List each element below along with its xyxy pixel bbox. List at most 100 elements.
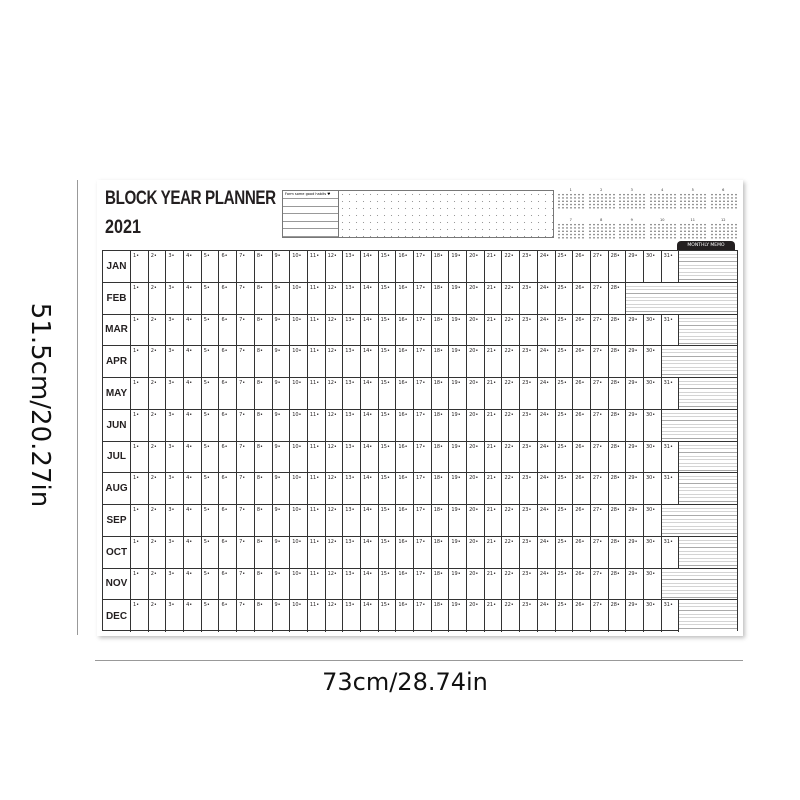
day-cell[interactable]: 1• xyxy=(131,251,149,282)
day-cell[interactable]: 18• xyxy=(432,251,450,282)
day-cell[interactable]: 4• xyxy=(184,409,202,441)
day-cell[interactable]: 17• xyxy=(414,536,432,568)
day-cell[interactable]: 15• xyxy=(379,568,397,600)
day-cell[interactable]: 5• xyxy=(202,378,220,409)
day-cell[interactable]: 10• xyxy=(290,536,308,568)
day-cell[interactable]: 17• xyxy=(414,378,432,409)
day-cell[interactable]: 17• xyxy=(414,346,432,377)
day-cell[interactable]: 5• xyxy=(202,282,220,314)
day-cell[interactable]: 13• xyxy=(343,473,361,504)
day-cell[interactable]: 29• xyxy=(626,568,644,600)
day-cell[interactable]: 30• xyxy=(644,600,662,632)
day-cell[interactable]: 27• xyxy=(591,473,609,504)
day-cell[interactable]: 11• xyxy=(308,441,326,473)
day-cell[interactable]: 21• xyxy=(485,378,503,409)
day-cell[interactable]: 2• xyxy=(149,473,167,504)
day-cell[interactable]: 23• xyxy=(520,378,538,409)
day-cell[interactable]: 10• xyxy=(290,568,308,600)
day-cell[interactable]: 26• xyxy=(573,282,591,314)
day-cell[interactable]: 14• xyxy=(361,409,379,441)
day-cell[interactable]: 19• xyxy=(449,568,468,600)
day-cell[interactable]: 6• xyxy=(219,441,238,473)
day-cell[interactable]: 5• xyxy=(202,346,220,377)
day-cell[interactable]: 21• xyxy=(485,346,503,377)
day-cell[interactable]: 13• xyxy=(343,346,361,377)
day-cell[interactable]: 17• xyxy=(414,568,432,600)
day-cell[interactable]: 6• xyxy=(219,378,238,409)
memo-lines[interactable] xyxy=(661,346,737,377)
day-cell[interactable]: 29• xyxy=(626,346,644,377)
day-cell[interactable]: 9• xyxy=(273,346,291,377)
day-cell[interactable]: 11• xyxy=(308,536,326,568)
day-cell[interactable]: 30• xyxy=(644,536,662,568)
day-cell[interactable]: 13• xyxy=(343,441,361,473)
day-cell[interactable]: 11• xyxy=(308,473,326,504)
day-cell[interactable]: 18• xyxy=(432,568,450,600)
day-cell[interactable]: 28• xyxy=(609,600,627,632)
day-cell[interactable]: 20• xyxy=(467,536,485,568)
day-cell[interactable]: 20• xyxy=(467,378,485,409)
day-cell[interactable]: 1• xyxy=(131,568,149,600)
day-cell[interactable]: 4• xyxy=(184,378,202,409)
day-cell[interactable]: 6• xyxy=(219,600,238,632)
day-cell[interactable]: 4• xyxy=(184,568,202,600)
memo-lines[interactable] xyxy=(661,409,737,441)
day-cell[interactable]: 3• xyxy=(166,378,185,409)
day-cell[interactable]: 6• xyxy=(219,568,238,600)
day-cell[interactable]: 26• xyxy=(573,536,591,568)
day-cell[interactable]: 7• xyxy=(237,314,255,346)
day-cell[interactable]: 24• xyxy=(538,282,556,314)
day-cell[interactable]: 16• xyxy=(396,536,414,568)
day-cell[interactable]: 6• xyxy=(219,409,238,441)
day-cell[interactable]: 4• xyxy=(184,473,202,504)
day-cell[interactable]: 23• xyxy=(520,282,538,314)
day-cell[interactable]: 6• xyxy=(219,282,238,314)
day-cell[interactable]: 24• xyxy=(538,441,556,473)
day-cell[interactable]: 12• xyxy=(326,314,344,346)
day-cell[interactable]: 8• xyxy=(255,314,273,346)
day-cell[interactable]: 20• xyxy=(467,441,485,473)
day-cell[interactable]: 26• xyxy=(573,251,591,282)
day-cell[interactable]: 15• xyxy=(379,378,397,409)
day-cell[interactable]: 15• xyxy=(379,251,397,282)
day-cell[interactable]: 15• xyxy=(379,600,397,632)
day-cell[interactable]: 2• xyxy=(149,505,167,536)
day-cell[interactable]: 25• xyxy=(556,251,574,282)
day-cell[interactable]: 19• xyxy=(449,409,468,441)
day-cell[interactable]: 8• xyxy=(255,441,273,473)
day-cell[interactable]: 16• xyxy=(396,409,414,441)
day-cell[interactable]: 31• xyxy=(662,473,680,504)
day-cell[interactable]: 14• xyxy=(361,473,379,504)
day-cell[interactable]: 5• xyxy=(202,409,220,441)
day-cell[interactable]: 8• xyxy=(255,346,273,377)
day-cell[interactable]: 13• xyxy=(343,505,361,536)
memo-lines[interactable] xyxy=(679,314,737,346)
day-cell[interactable]: 29• xyxy=(626,600,644,632)
day-cell[interactable]: 2• xyxy=(149,346,167,377)
day-cell[interactable]: 11• xyxy=(308,346,326,377)
day-cell[interactable]: 16• xyxy=(396,441,414,473)
day-cell[interactable]: 3• xyxy=(166,409,185,441)
day-cell[interactable]: 25• xyxy=(556,505,574,536)
day-cell[interactable]: 7• xyxy=(237,568,255,600)
day-cell[interactable]: 5• xyxy=(202,314,220,346)
day-cell[interactable]: 22• xyxy=(502,441,521,473)
day-cell[interactable]: 10• xyxy=(290,600,308,632)
day-cell[interactable]: 9• xyxy=(273,536,291,568)
day-cell[interactable]: 2• xyxy=(149,600,167,632)
day-cell[interactable]: 18• xyxy=(432,536,450,568)
day-cell[interactable]: 1• xyxy=(131,314,149,346)
day-cell[interactable]: 8• xyxy=(255,409,273,441)
day-cell[interactable]: 6• xyxy=(219,505,238,536)
day-cell[interactable]: 12• xyxy=(326,568,344,600)
day-cell[interactable]: 10• xyxy=(290,314,308,346)
day-cell[interactable]: 14• xyxy=(361,282,379,314)
day-cell[interactable]: 27• xyxy=(591,441,609,473)
day-cell[interactable]: 26• xyxy=(573,473,591,504)
day-cell[interactable]: 29• xyxy=(626,409,644,441)
day-cell[interactable]: 9• xyxy=(273,600,291,632)
day-cell[interactable]: 28• xyxy=(609,409,627,441)
day-cell[interactable]: 7• xyxy=(237,251,255,282)
day-cell[interactable]: 10• xyxy=(290,378,308,409)
day-cell[interactable]: 28• xyxy=(609,251,627,282)
